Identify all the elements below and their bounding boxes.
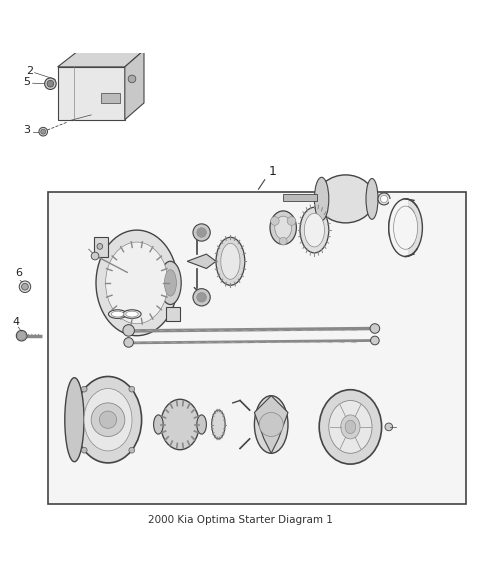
Bar xyxy=(94,238,108,256)
Ellipse shape xyxy=(341,415,360,439)
Ellipse shape xyxy=(84,388,132,451)
Circle shape xyxy=(129,448,134,453)
Circle shape xyxy=(41,129,46,134)
Circle shape xyxy=(45,78,56,90)
Circle shape xyxy=(197,228,206,238)
Polygon shape xyxy=(187,254,216,269)
Polygon shape xyxy=(58,67,125,120)
Ellipse shape xyxy=(126,311,138,317)
Circle shape xyxy=(39,128,48,136)
Ellipse shape xyxy=(96,230,178,336)
Ellipse shape xyxy=(74,377,142,463)
Circle shape xyxy=(22,283,28,290)
Ellipse shape xyxy=(108,310,127,318)
Ellipse shape xyxy=(389,199,422,256)
Circle shape xyxy=(271,216,279,225)
Ellipse shape xyxy=(123,310,141,318)
Text: 1: 1 xyxy=(269,165,276,178)
Circle shape xyxy=(128,75,136,82)
Circle shape xyxy=(17,331,26,340)
Circle shape xyxy=(279,238,287,245)
Ellipse shape xyxy=(366,178,378,219)
Ellipse shape xyxy=(197,415,206,434)
Circle shape xyxy=(385,423,393,431)
Circle shape xyxy=(99,411,117,428)
Text: 2000 Kia Optima Starter Diagram 1: 2000 Kia Optima Starter Diagram 1 xyxy=(147,515,333,525)
Ellipse shape xyxy=(65,378,84,462)
Circle shape xyxy=(193,224,210,241)
Ellipse shape xyxy=(161,400,199,450)
Circle shape xyxy=(91,252,99,260)
Ellipse shape xyxy=(317,175,374,223)
Ellipse shape xyxy=(154,415,163,434)
Ellipse shape xyxy=(314,177,329,221)
Bar xyxy=(389,199,408,256)
Polygon shape xyxy=(125,50,144,120)
Ellipse shape xyxy=(216,238,245,285)
Ellipse shape xyxy=(319,390,382,464)
Polygon shape xyxy=(101,93,120,103)
Circle shape xyxy=(287,216,296,225)
Ellipse shape xyxy=(16,331,27,341)
Circle shape xyxy=(82,448,87,453)
Circle shape xyxy=(370,324,380,333)
Bar xyxy=(166,307,180,321)
Circle shape xyxy=(371,336,379,345)
Ellipse shape xyxy=(345,420,356,433)
Ellipse shape xyxy=(212,410,225,439)
Circle shape xyxy=(129,386,134,392)
Text: 6: 6 xyxy=(15,268,23,278)
Circle shape xyxy=(47,80,54,87)
Bar xyxy=(48,192,466,504)
Text: 5: 5 xyxy=(23,77,30,87)
Ellipse shape xyxy=(221,243,240,279)
Circle shape xyxy=(123,325,134,336)
Ellipse shape xyxy=(304,214,324,247)
Polygon shape xyxy=(254,395,288,453)
Ellipse shape xyxy=(159,261,181,305)
Text: 3: 3 xyxy=(23,125,30,135)
Circle shape xyxy=(19,281,31,292)
Ellipse shape xyxy=(106,242,168,324)
Ellipse shape xyxy=(270,211,296,245)
Bar xyxy=(283,194,317,201)
Circle shape xyxy=(91,403,125,436)
Ellipse shape xyxy=(300,207,329,253)
Ellipse shape xyxy=(380,195,388,202)
Circle shape xyxy=(193,288,210,306)
Circle shape xyxy=(259,412,283,436)
Ellipse shape xyxy=(275,216,291,239)
Circle shape xyxy=(97,243,103,249)
Polygon shape xyxy=(58,50,144,67)
Ellipse shape xyxy=(378,193,390,205)
Ellipse shape xyxy=(164,270,176,296)
Text: 2: 2 xyxy=(26,66,34,76)
Text: 4: 4 xyxy=(12,317,19,327)
Ellipse shape xyxy=(329,401,372,453)
Ellipse shape xyxy=(254,395,288,453)
Ellipse shape xyxy=(111,311,124,317)
Circle shape xyxy=(197,292,206,302)
Circle shape xyxy=(124,338,133,347)
Ellipse shape xyxy=(394,206,418,249)
Circle shape xyxy=(82,386,87,392)
